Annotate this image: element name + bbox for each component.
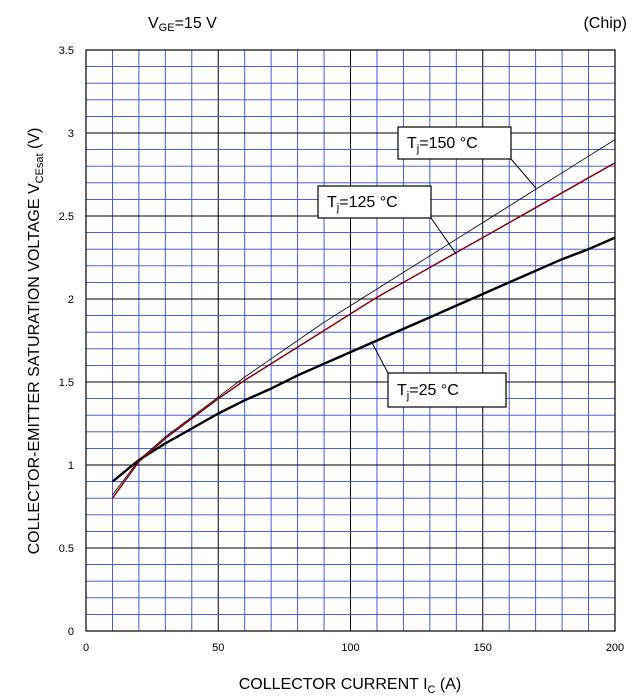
x-tick-label: 100 — [341, 642, 359, 654]
x-axis-ticks: 0 50 100 150 200 — [83, 642, 624, 654]
callout-leader — [430, 217, 457, 255]
series-label: Tj=150 °C — [407, 135, 478, 155]
x-tick-label: 200 — [606, 642, 624, 654]
callout-leader — [510, 158, 537, 189]
y-tick-label: 0.5 — [59, 543, 74, 555]
series-label: Tj=125 °C — [327, 194, 398, 214]
callout-box — [397, 126, 512, 160]
callout-box — [387, 372, 507, 408]
y-tick-label: 1 — [68, 460, 74, 472]
x-tick-label: 0 — [83, 642, 89, 654]
y-tick-label: 0 — [68, 626, 74, 638]
y-axis-title: COLLECTOR-EMITTER SATURATION VOLTAGE VCE… — [26, 128, 46, 555]
series-label: Tj=25 °C — [397, 382, 459, 402]
y-tick-label: 2.5 — [59, 211, 74, 223]
y-tick-label: 2 — [68, 294, 74, 306]
plot-frame — [85, 49, 616, 632]
series-callouts: Tj=150 °C Tj=125 °C Tj=25 °C — [317, 126, 537, 408]
scope-label: (Chip) — [583, 15, 627, 32]
y-axis-ticks: 0 0.5 1 1.5 2 2.5 3 3.5 — [59, 45, 74, 638]
y-tick-label: 3.5 — [59, 45, 74, 57]
x-tick-label: 50 — [212, 642, 224, 654]
x-tick-label: 150 — [474, 642, 492, 654]
callout-box — [317, 185, 432, 219]
series-line — [111, 162, 616, 499]
callout-leader — [371, 341, 389, 374]
plot-grid — [85, 49, 616, 632]
series-line — [111, 236, 616, 483]
y-tick-label: 3 — [68, 128, 74, 140]
y-tick-label: 1.5 — [59, 377, 74, 389]
condition-label: VGE=15 V — [148, 15, 217, 34]
x-axis-title: COLLECTOR CURRENT IC (A) — [239, 676, 462, 696]
series-line — [112, 139, 616, 496]
series-lines — [111, 139, 616, 499]
